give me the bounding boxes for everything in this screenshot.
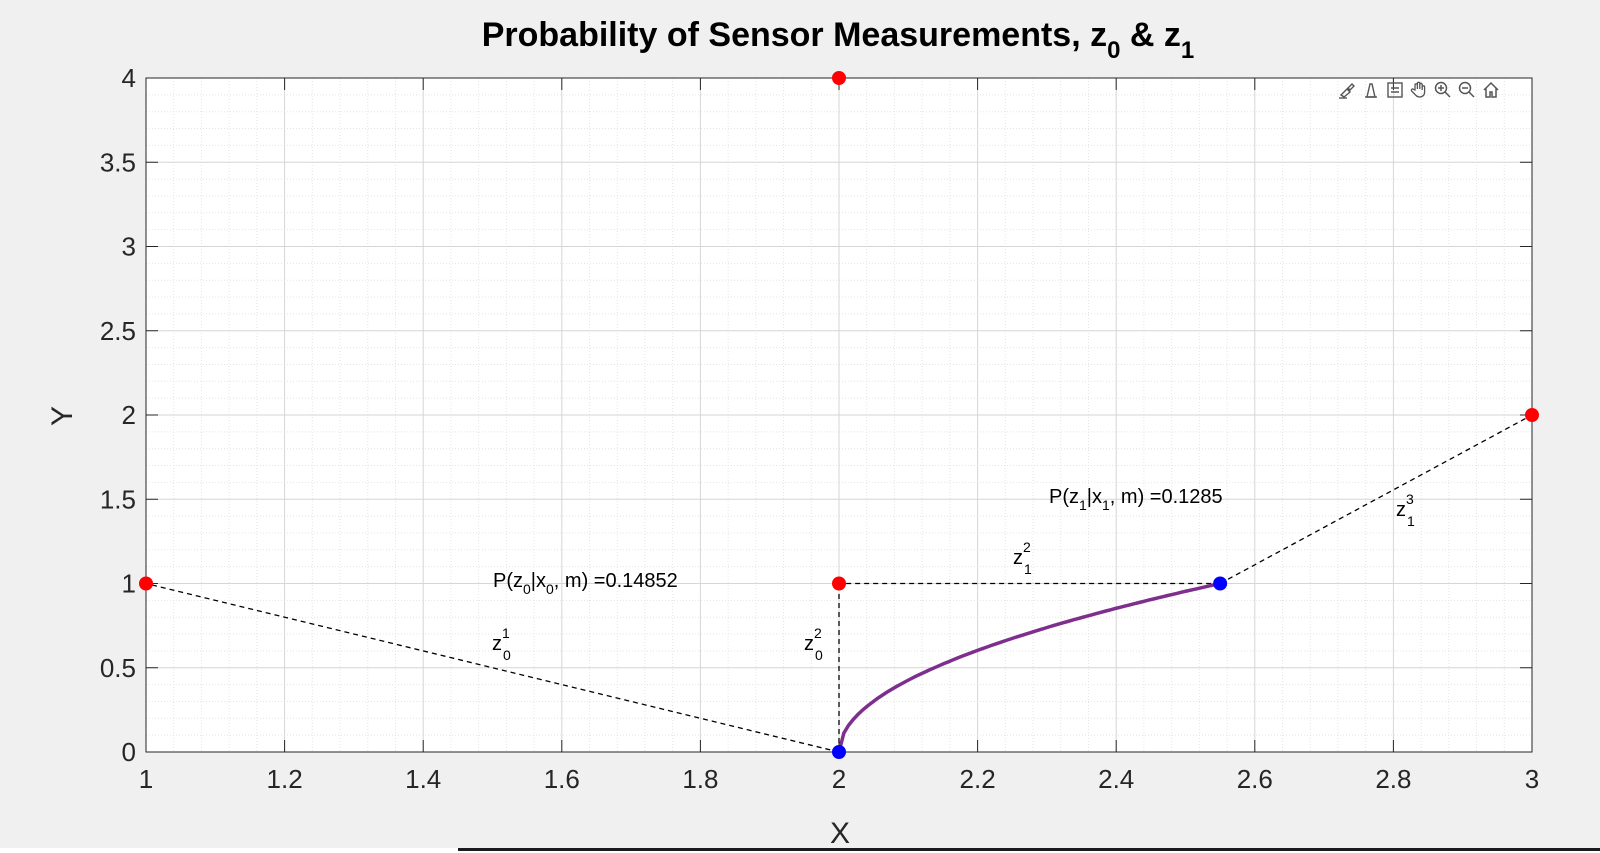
x-tick-label: 1.2 — [267, 764, 303, 794]
y-tick-label: 3 — [122, 232, 136, 262]
z1-2-label: z2 1 — [1013, 539, 1032, 577]
brush-icon — [1339, 83, 1355, 99]
legend-icon — [1387, 82, 1403, 98]
x-tick-label: 2.2 — [960, 764, 996, 794]
zoom-out-icon — [1458, 81, 1475, 98]
robot-pose-point — [832, 745, 846, 759]
zoom-out-button[interactable] — [1456, 79, 1478, 101]
x-tick-label: 2 — [832, 764, 846, 794]
data-tips-icon — [1365, 83, 1377, 98]
y-tick-label: 1 — [122, 569, 136, 599]
prob-z1-label: P(z1|x1, m) =0.1285 — [1049, 486, 1223, 513]
z1-3-label: z3 1 — [1396, 491, 1415, 529]
landmark-point — [139, 576, 153, 591]
zoom-in-icon — [1434, 81, 1451, 98]
z0-2-label: z2 0 — [804, 625, 823, 663]
y-tick-label: 0 — [122, 737, 136, 767]
home-icon — [1483, 81, 1499, 98]
y-tick-label: 3.5 — [100, 147, 136, 177]
x-tick-label: 2.8 — [1375, 764, 1411, 794]
landmark-point — [832, 71, 846, 85]
x-tick-label: 1.8 — [682, 764, 718, 794]
x-tick-label: 2.6 — [1237, 764, 1273, 794]
window-bottom-edge — [0, 848, 1600, 853]
trajectory — [837, 581, 1221, 753]
chart-title: Probability of Sensor Measurements, z0 &… — [482, 16, 1195, 64]
x-tick-label: 1.4 — [405, 764, 441, 794]
landmark-point — [1525, 408, 1539, 422]
y-tick-label: 4 — [122, 63, 136, 93]
y-tick-label: 0.5 — [100, 653, 136, 683]
x-tick-label: 1.6 — [544, 764, 580, 794]
measurement-lines — [145, 414, 1533, 753]
y-axis-label: Y — [46, 406, 79, 426]
measurement-line — [145, 582, 840, 753]
axes-toolbar — [1336, 78, 1502, 102]
z0-1-label: z1 0 — [492, 625, 511, 663]
x-tick-labels: 1 1.2 1.4 1.6 1.8 2 2.2 2.4 2.6 2.8 3 — [139, 764, 1539, 794]
y-tick-labels: 0 0.5 1 1.5 2 2.5 3 3.5 4 — [100, 63, 136, 767]
x-tick-label: 3 — [1525, 764, 1539, 794]
robot-pose-point — [1213, 576, 1228, 591]
prob-z0-label: P(z0|x0, m) =0.14852 — [493, 570, 678, 597]
markers — [139, 71, 1539, 759]
x-tick-label: 2.4 — [1098, 764, 1134, 794]
legend-button[interactable] — [1384, 79, 1406, 101]
brush-button[interactable] — [1336, 79, 1358, 101]
y-tick-label: 1.5 — [100, 484, 136, 514]
y-tick-label: 2.5 — [100, 316, 136, 346]
x-axis-label: X — [830, 817, 850, 850]
trajectory-line — [837, 581, 1221, 753]
home-button[interactable] — [1480, 79, 1502, 101]
landmark-point — [832, 576, 846, 591]
zoom-in-button[interactable] — [1432, 79, 1454, 101]
pan-button[interactable] — [1408, 79, 1430, 101]
y-tick-label: 2 — [122, 400, 136, 430]
x-tick-label: 1 — [139, 764, 153, 794]
data-tips-button[interactable] — [1360, 79, 1382, 101]
pan-icon — [1410, 81, 1426, 98]
